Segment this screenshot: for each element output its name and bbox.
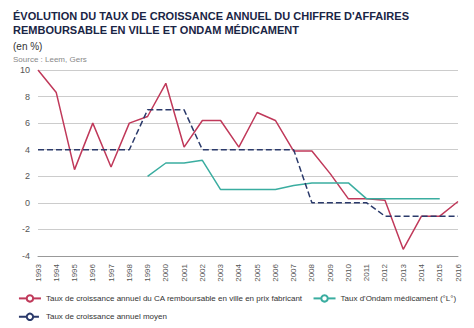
svg-text:8: 8 xyxy=(25,92,30,102)
svg-text:2014: 2014 xyxy=(417,263,426,281)
svg-text:2011: 2011 xyxy=(362,263,371,281)
svg-text:2: 2 xyxy=(25,171,30,181)
svg-text:2000: 2000 xyxy=(161,263,170,281)
svg-text:2006: 2006 xyxy=(271,263,280,281)
svg-text:2010: 2010 xyxy=(344,263,353,281)
svg-text:Taux de croissance annuel du C: Taux de croissance annuel du CA rembours… xyxy=(46,294,303,303)
svg-text:10: 10 xyxy=(20,65,30,75)
svg-text:2016: 2016 xyxy=(454,263,463,281)
svg-text:REMBOURSABLE EN VILLE ET ONDAM: REMBOURSABLE EN VILLE ET ONDAM MÉDICAMEN… xyxy=(13,24,299,36)
svg-text:2001: 2001 xyxy=(180,263,189,281)
svg-text:2007: 2007 xyxy=(289,263,298,281)
svg-text:0: 0 xyxy=(25,198,30,208)
svg-text:2004: 2004 xyxy=(234,263,243,281)
svg-text:2012: 2012 xyxy=(380,263,389,281)
svg-text:(en %): (en %) xyxy=(13,41,42,52)
svg-text:1994: 1994 xyxy=(52,263,61,281)
svg-text:2009: 2009 xyxy=(326,263,335,281)
svg-text:Source : Leem, Gers: Source : Leem, Gers xyxy=(13,55,87,64)
svg-text:2005: 2005 xyxy=(253,263,262,281)
svg-text:1995: 1995 xyxy=(70,263,79,281)
svg-text:2003: 2003 xyxy=(216,263,225,281)
svg-text:1996: 1996 xyxy=(88,263,97,281)
svg-text:1998: 1998 xyxy=(125,263,134,281)
svg-text:6: 6 xyxy=(25,118,30,128)
svg-text:-4: -4 xyxy=(22,251,30,261)
svg-text:1997: 1997 xyxy=(107,263,116,281)
svg-text:Taux de croissance annuel moye: Taux de croissance annuel moyen xyxy=(46,312,167,321)
svg-text:4: 4 xyxy=(25,145,30,155)
svg-text:1999: 1999 xyxy=(143,263,152,281)
svg-text:1993: 1993 xyxy=(34,263,43,281)
svg-text:-2: -2 xyxy=(22,224,30,234)
svg-text:ÉVOLUTION DU TAUX DE CROISSANC: ÉVOLUTION DU TAUX DE CROISSANCE ANNUEL D… xyxy=(13,10,412,22)
svg-text:Taux d'Ondam médicament (°L°): Taux d'Ondam médicament (°L°) xyxy=(341,294,457,303)
svg-text:2015: 2015 xyxy=(435,263,444,281)
svg-text:2013: 2013 xyxy=(399,263,408,281)
svg-text:2008: 2008 xyxy=(307,263,316,281)
svg-text:2002: 2002 xyxy=(198,263,207,281)
